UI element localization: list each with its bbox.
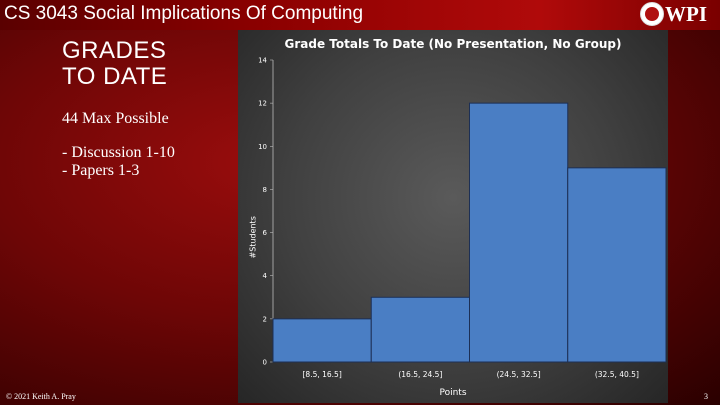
header-bar: CS 3043 Social Implications Of Computing…	[0, 0, 720, 30]
y-tick-label: 0	[263, 359, 267, 367]
page-number: 3	[704, 392, 708, 401]
y-tick-label: 10	[258, 143, 267, 151]
list-item: - Discussion 1-10	[62, 144, 175, 161]
wpi-logo: WPI	[640, 2, 720, 28]
y-tick-label: 14	[258, 57, 267, 65]
histogram-chart: Grade Totals To Date (No Presentation, N…	[238, 30, 668, 403]
y-tick-label: 8	[263, 186, 267, 194]
wpi-seal-icon	[640, 2, 664, 26]
x-tick-label: (16.5, 24.5]	[398, 370, 442, 379]
max-possible-text: 44 Max Possible	[62, 110, 169, 127]
chart-plot-area: 0 2 4 6 8 10 12 14 [8.5, 16.5] (16.5, 24.5] (24.5,…	[258, 57, 667, 379]
slide-heading: GRADES TO DATE	[62, 38, 167, 90]
bar	[567, 167, 667, 363]
y-tick-label: 12	[258, 100, 267, 108]
heading-line-2: TO DATE	[62, 63, 168, 90]
x-tick-label: (24.5, 32.5]	[497, 370, 541, 379]
logo-text: WPI	[665, 2, 707, 26]
bar	[469, 102, 569, 363]
chart-title: Grade Totals To Date (No Presentation, N…	[284, 37, 622, 51]
items-list: - Discussion 1-10 - Papers 1-3	[62, 144, 175, 180]
y-tick-label: 4	[263, 272, 268, 280]
list-item: - Papers 1-3	[62, 162, 140, 179]
bar	[370, 296, 470, 363]
y-tick-label: 2	[263, 315, 267, 323]
bar	[272, 318, 372, 363]
x-tick-label: (32.5, 40.5]	[595, 370, 639, 379]
y-tick-label: 6	[263, 229, 268, 237]
x-axis-label: Points	[439, 388, 467, 398]
course-title: CS 3043 Social Implications Of Computing	[4, 3, 364, 24]
copyright-text: © 2021 Keith A. Pray	[6, 392, 76, 401]
x-tick-label: [8.5, 16.5]	[303, 370, 342, 379]
heading-line-1: GRADES	[62, 37, 167, 64]
